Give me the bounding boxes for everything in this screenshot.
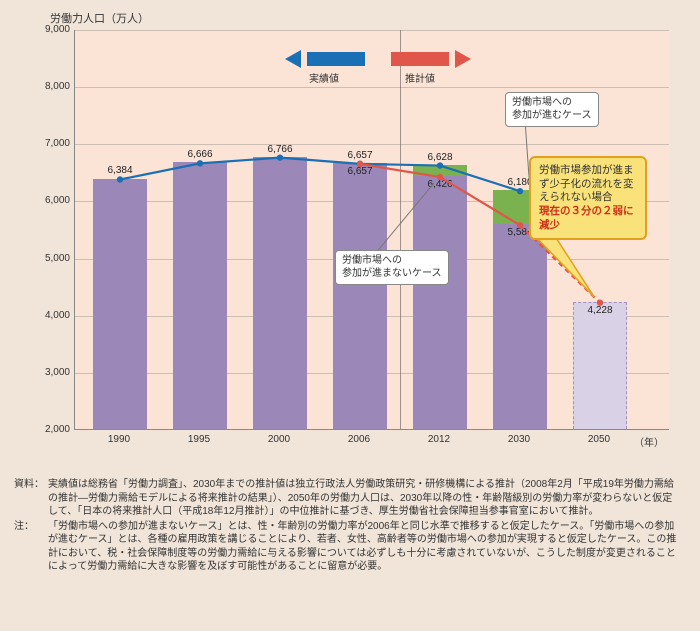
chart-container: 労働力人口（万人） 6,3846,6666,7666,6576,6576,628… <box>14 10 686 480</box>
bar-segment <box>573 302 627 429</box>
footer-note-label: 注： <box>14 520 48 574</box>
bar-segment <box>413 176 467 429</box>
x-tick-label: 2012 <box>409 434 469 445</box>
bar-segment <box>493 224 547 429</box>
gridline <box>75 144 669 145</box>
y-tick-label: 3,000 <box>34 367 70 378</box>
bar <box>173 162 227 429</box>
legend-arrow <box>391 50 471 68</box>
y-tick-label: 9,000 <box>34 24 70 35</box>
bar-segment <box>173 162 227 429</box>
gridline <box>75 30 669 31</box>
bar-value-label-low: 6,657 <box>320 166 400 177</box>
x-tick-label: 1990 <box>89 434 149 445</box>
callout: 労働市場への 参加が進まないケース <box>335 250 449 285</box>
bar <box>93 179 147 430</box>
bar-segment <box>413 165 467 177</box>
bar-value-label-low: 6,426 <box>400 179 480 190</box>
bar <box>253 157 307 429</box>
x-axis-unit: （年） <box>634 434 664 449</box>
x-tick-label: 2050 <box>569 434 629 445</box>
callout: 労働市場への 参加が進むケース <box>505 92 599 127</box>
x-tick-label: 2030 <box>489 434 549 445</box>
bar-value-label: 6,657 <box>320 150 400 161</box>
bar-value-label: 6,628 <box>400 152 480 163</box>
footer-source-text: 実績値は総務省「労働力調査」、2030年までの推計値は独立行政法人労働政策研究・… <box>48 478 682 519</box>
gridline <box>75 87 669 88</box>
y-tick-label: 2,000 <box>34 424 70 435</box>
footer-note-text: 「労働市場への参加が進まないケース」とは、性・年齢別の労働力率が2006年と同じ… <box>48 520 682 574</box>
bubble-emphasis: 現在の３分の２弱に減少 <box>539 205 637 232</box>
bar-segment <box>93 179 147 430</box>
y-tick-label: 8,000 <box>34 81 70 92</box>
actual-estimate-divider <box>400 30 401 429</box>
y-tick-label: 4,000 <box>34 310 70 321</box>
bar-value-label: 6,766 <box>240 144 320 155</box>
x-tick-label: 1995 <box>169 434 229 445</box>
x-tick-label: 2006 <box>329 434 389 445</box>
y-tick-label: 7,000 <box>34 138 70 149</box>
y-tick-label: 6,000 <box>34 195 70 206</box>
bar <box>333 163 387 429</box>
bar-value-label: 6,384 <box>80 165 160 176</box>
legend-arrow-label: 実績値 <box>309 70 339 85</box>
x-tick-label: 2000 <box>249 434 309 445</box>
highlight-bubble: 労働市場参加が進まず少子化の流れを変えられない場合現在の３分の２弱に減少 <box>529 156 647 240</box>
bar-segment <box>333 163 387 429</box>
plot-area: 6,3846,6666,7666,6576,6576,6286,4266,180… <box>74 30 669 430</box>
legend-arrow <box>285 50 365 68</box>
bar-value-label-low: 4,228 <box>560 305 640 316</box>
bubble-text: 労働市場参加が進まず少子化の流れを変えられない場合 <box>539 164 637 205</box>
y-tick-label: 5,000 <box>34 253 70 264</box>
bar-segment <box>253 157 307 429</box>
bar-value-label: 6,666 <box>160 149 240 160</box>
bar <box>413 165 467 429</box>
chart-footer: 資料： 実績値は総務省「労働力調査」、2030年までの推計値は独立行政法人労働政… <box>14 478 682 575</box>
footer-source-label: 資料： <box>14 478 48 519</box>
bar <box>573 302 627 429</box>
legend-arrow-label: 推計値 <box>405 70 435 85</box>
